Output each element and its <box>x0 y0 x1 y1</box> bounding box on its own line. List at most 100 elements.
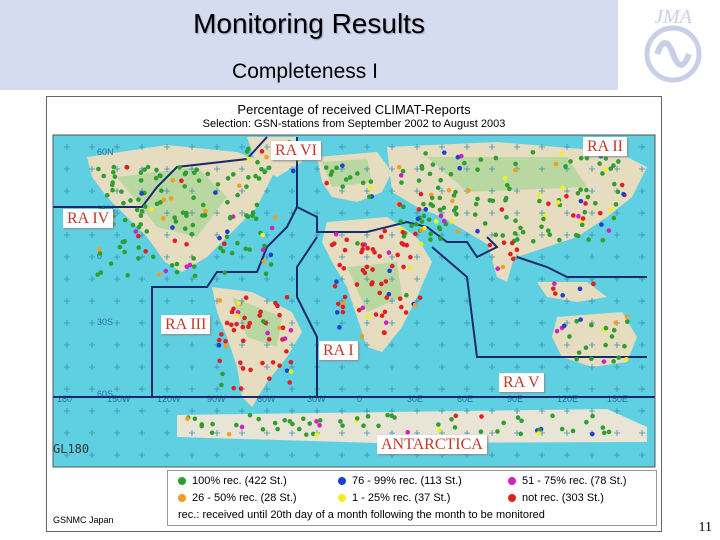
lon-label: 120W <box>157 394 181 404</box>
station-dot <box>395 252 400 258</box>
station-dot <box>609 334 615 339</box>
station-dot <box>163 268 169 274</box>
station-dot <box>223 338 228 344</box>
station-dot <box>196 178 202 183</box>
station-dot <box>250 210 256 215</box>
station-dot <box>219 332 224 337</box>
station-dot <box>225 229 230 235</box>
station-dot <box>354 416 360 421</box>
station-dot <box>478 429 484 435</box>
station-dot <box>454 211 459 217</box>
station-dot <box>377 253 382 259</box>
station-dot <box>172 238 178 244</box>
station-dot <box>235 310 241 315</box>
station-dot <box>495 429 500 434</box>
station-dot <box>266 165 272 171</box>
station-dot <box>366 194 372 199</box>
station-dot <box>234 313 240 319</box>
station-dot <box>504 182 510 188</box>
station-dot <box>184 213 189 219</box>
station-dot <box>190 222 196 228</box>
station-dot <box>487 198 493 203</box>
station-dot <box>570 213 576 218</box>
station-dot <box>412 302 418 308</box>
lon-label: 90W <box>207 394 226 404</box>
legend-dot <box>178 494 186 503</box>
station-dot <box>255 159 260 165</box>
station-dot <box>275 303 280 309</box>
station-dot <box>213 190 218 195</box>
station-dot <box>466 188 471 194</box>
station-dot <box>270 360 276 365</box>
station-dot <box>619 182 625 188</box>
station-dot <box>475 167 480 172</box>
station-dot <box>365 314 371 320</box>
station-dot <box>268 262 274 267</box>
station-dot <box>130 222 136 228</box>
station-dot <box>597 161 602 166</box>
lat-label: 30S <box>97 317 113 327</box>
station-dot <box>138 170 144 175</box>
station-dot <box>584 155 590 161</box>
station-dot <box>611 359 616 364</box>
station-dot <box>120 239 126 245</box>
station-dot <box>405 429 411 435</box>
station-dot <box>578 155 584 161</box>
station-dot <box>236 301 242 306</box>
station-dot <box>385 412 390 418</box>
station-dot <box>624 319 630 325</box>
station-dot <box>273 214 278 220</box>
station-dot <box>435 185 441 191</box>
station-dot <box>284 294 290 300</box>
station-dot <box>518 431 524 437</box>
station-dot <box>437 226 443 232</box>
legend-dot <box>338 477 346 486</box>
station-dot <box>243 246 248 252</box>
station-dot <box>260 360 265 366</box>
station-dot <box>398 173 404 178</box>
station-dot <box>606 429 612 435</box>
station-dot <box>282 336 288 341</box>
station-dot <box>158 200 163 205</box>
station-dot <box>379 281 384 287</box>
station-dot <box>317 423 322 428</box>
station-dot <box>224 320 230 326</box>
station-dot <box>121 200 126 206</box>
station-dot <box>575 191 581 196</box>
station-dot <box>221 241 227 247</box>
station-dot <box>584 419 589 425</box>
station-dot <box>356 307 362 313</box>
station-dot <box>199 422 205 427</box>
lon-label: 90E <box>507 394 523 404</box>
station-dot <box>282 417 288 423</box>
station-dot <box>340 304 346 310</box>
station-dot <box>392 415 397 420</box>
station-dot <box>513 218 518 224</box>
station-dot <box>583 201 588 206</box>
station-dot <box>344 237 350 243</box>
station-dot <box>340 309 346 315</box>
station-dot <box>437 195 443 201</box>
station-dot <box>396 164 402 170</box>
lon-label: 30E <box>407 394 423 404</box>
station-dot <box>158 173 163 179</box>
station-dot <box>360 180 366 186</box>
station-dot <box>615 189 621 195</box>
station-dot <box>203 208 208 214</box>
station-dot <box>413 231 418 237</box>
station-dot <box>504 214 509 220</box>
region-label-ra2: RA II <box>583 137 627 156</box>
station-dot <box>284 349 289 354</box>
station-dot <box>600 425 606 430</box>
station-dot <box>493 155 499 161</box>
station-dot <box>217 235 222 241</box>
station-dot <box>403 310 409 315</box>
station-dot <box>450 198 455 204</box>
station-dot <box>441 218 447 224</box>
station-dot <box>559 151 564 156</box>
station-dot <box>191 195 196 200</box>
station-dot <box>515 415 521 420</box>
station-dot <box>560 293 565 298</box>
station-dot <box>307 421 313 426</box>
station-dot <box>275 426 280 432</box>
